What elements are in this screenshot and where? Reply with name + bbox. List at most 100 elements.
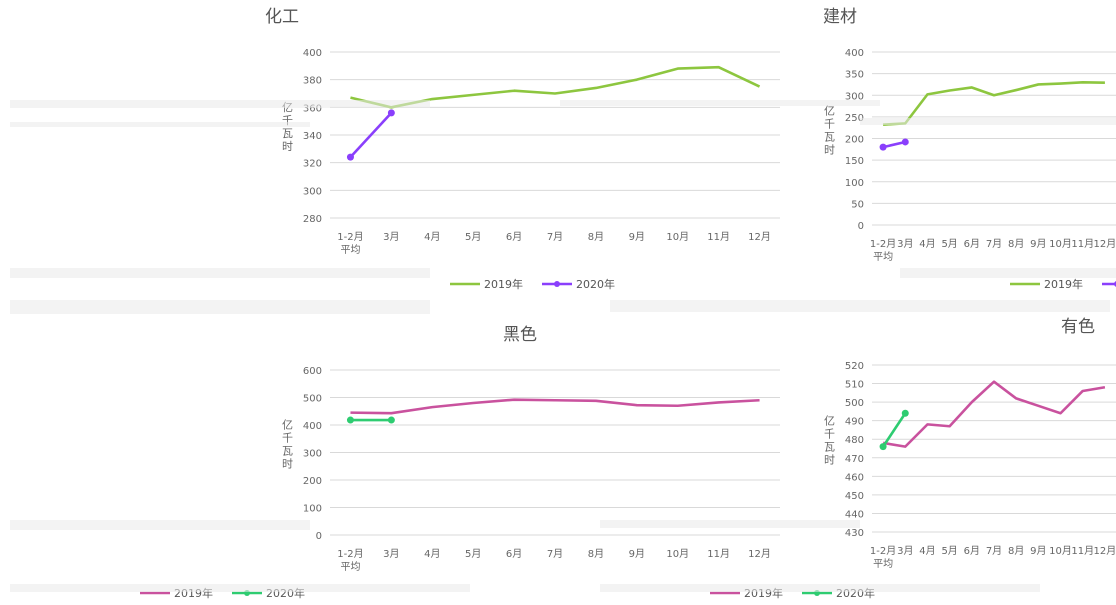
scan-artifact <box>10 520 310 530</box>
data-point <box>901 409 909 417</box>
data-point <box>879 143 887 151</box>
y-axis-label: 亿千瓦时 <box>824 415 835 467</box>
scan-artifact <box>10 268 430 278</box>
chart-0: 化工280300320340360380400亿千瓦时1-2月平均3月4月5月6… <box>265 7 780 291</box>
x-tick-label: 11月 <box>1071 545 1094 557</box>
chart-2: 黑色 0 100 200 300 400 500 600 亿千瓦时 1-2月平均 3月 4月 5月 6月 7… <box>140 325 780 600</box>
x-tick-label: 3月 <box>897 545 913 557</box>
y-tick-label: 460 <box>845 472 864 483</box>
x-tick-label: 7月 <box>986 238 1002 250</box>
x-tick-label: 9月 <box>629 231 645 243</box>
x-tick-label: 6月 <box>964 238 980 250</box>
chart-title: 有色 <box>1061 317 1095 337</box>
series-line-0 <box>350 398 760 415</box>
x-tick-label: 7月 <box>547 231 563 243</box>
x-tick-label: 4月 <box>919 545 935 557</box>
y-tick-label: 350 <box>845 70 864 81</box>
y-tick-label: 0 <box>858 221 864 232</box>
scan-artifact <box>600 520 860 528</box>
y-tick-label: 450 <box>845 491 864 502</box>
x-tick-label: 7月 <box>986 545 1002 557</box>
scan-artifact <box>560 100 880 106</box>
y-tick-label: 200 <box>845 135 864 146</box>
y-tick-label: 250 <box>845 113 864 124</box>
x-tick-label: 10月 <box>666 231 689 243</box>
y-tick-label: 100 <box>845 178 864 189</box>
x-tick-label: 11月 <box>707 231 730 243</box>
x-tick-label: 3月 <box>383 231 399 243</box>
y-tick-label: 480 <box>845 435 864 446</box>
x-tick-label: 9月 <box>1030 238 1046 250</box>
y-tick-label: 340 <box>303 131 322 142</box>
data-point <box>346 153 354 161</box>
x-tick-label: 3月 <box>383 548 399 560</box>
chart-title: 黑色 <box>503 325 537 345</box>
x-tick-label: 6月 <box>506 231 522 243</box>
y-tick-label: 300 <box>303 449 322 460</box>
x-tick-label: 4月 <box>919 238 935 250</box>
x-tick-label: 12月 <box>1094 238 1116 250</box>
y-tick-label: 490 <box>845 417 864 428</box>
x-tick-label: 5月 <box>941 545 957 557</box>
scan-artifact <box>10 100 430 108</box>
y-axis-label: 亿千瓦时 <box>824 105 835 157</box>
x-tick-label: 1-2月平均 <box>337 548 363 573</box>
x-tick-label: 11月 <box>707 548 730 560</box>
chart-title: 化工 <box>265 7 299 27</box>
data-point <box>901 138 909 146</box>
x-tick-label: 11月 <box>1071 238 1094 250</box>
y-axis-label: 亿千瓦时 <box>282 419 293 471</box>
legend-label: 2019年 <box>484 277 523 291</box>
y-tick-label: 440 <box>845 509 864 520</box>
y-tick-label: 380 <box>303 76 322 87</box>
x-tick-label: 8月 <box>1008 238 1024 250</box>
y-tick-label: 150 <box>845 156 864 167</box>
scan-artifact <box>860 118 1116 125</box>
x-tick-label: 9月 <box>1030 545 1046 557</box>
chart-title: 建材 <box>823 7 857 27</box>
legend-label: 2020年 <box>576 277 615 291</box>
legend-marker <box>554 281 560 287</box>
y-tick-label: 300 <box>303 186 322 197</box>
series-line-0 <box>883 80 1105 126</box>
data-point <box>387 416 395 424</box>
y-tick-label: 400 <box>303 48 322 59</box>
y-tick-label: 600 <box>303 366 322 377</box>
y-tick-label: 400 <box>845 48 864 59</box>
series-line-1 <box>882 412 907 448</box>
x-tick-label: 4月 <box>424 231 440 243</box>
y-tick-label: 300 <box>845 91 864 102</box>
series-line-1 <box>882 140 906 149</box>
scan-artifact <box>600 584 1040 592</box>
x-tick-label: 12月 <box>748 231 771 243</box>
x-tick-label: 1-2月平均 <box>870 238 896 263</box>
y-tick-label: 470 <box>845 454 864 465</box>
x-tick-label: 6月 <box>506 548 522 560</box>
y-tick-label: 500 <box>303 394 322 405</box>
x-tick-label: 10月 <box>1049 238 1072 250</box>
x-tick-label: 8月 <box>588 548 604 560</box>
legend-label: 2019年 <box>1044 277 1083 291</box>
x-tick-label: 10月 <box>666 548 689 560</box>
y-tick-label: 280 <box>303 214 322 225</box>
x-tick-label: 10月 <box>1049 545 1072 557</box>
x-tick-label: 5月 <box>941 238 957 250</box>
x-tick-label: 9月 <box>629 548 645 560</box>
x-tick-label: 8月 <box>588 231 604 243</box>
scan-artifact <box>610 300 1110 312</box>
x-tick-label: 5月 <box>465 548 481 560</box>
scan-artifact <box>900 268 1116 278</box>
y-tick-label: 320 <box>303 159 322 170</box>
data-point <box>879 443 887 451</box>
y-tick-label: 360 <box>303 103 322 114</box>
x-tick-label: 12月 <box>1094 545 1116 557</box>
x-tick-label: 4月 <box>424 548 440 560</box>
x-tick-label: 8月 <box>1008 545 1024 557</box>
y-tick-label: 100 <box>303 504 322 515</box>
y-tick-label: 400 <box>303 421 322 432</box>
chart-3: 有色 430 440 450 460 470 480 490 500 510 520 亿千瓦时 1-2月… <box>710 317 1116 600</box>
x-tick-label: 7月 <box>547 548 563 560</box>
y-tick-label: 500 <box>845 398 864 409</box>
y-tick-label: 50 <box>851 199 864 210</box>
